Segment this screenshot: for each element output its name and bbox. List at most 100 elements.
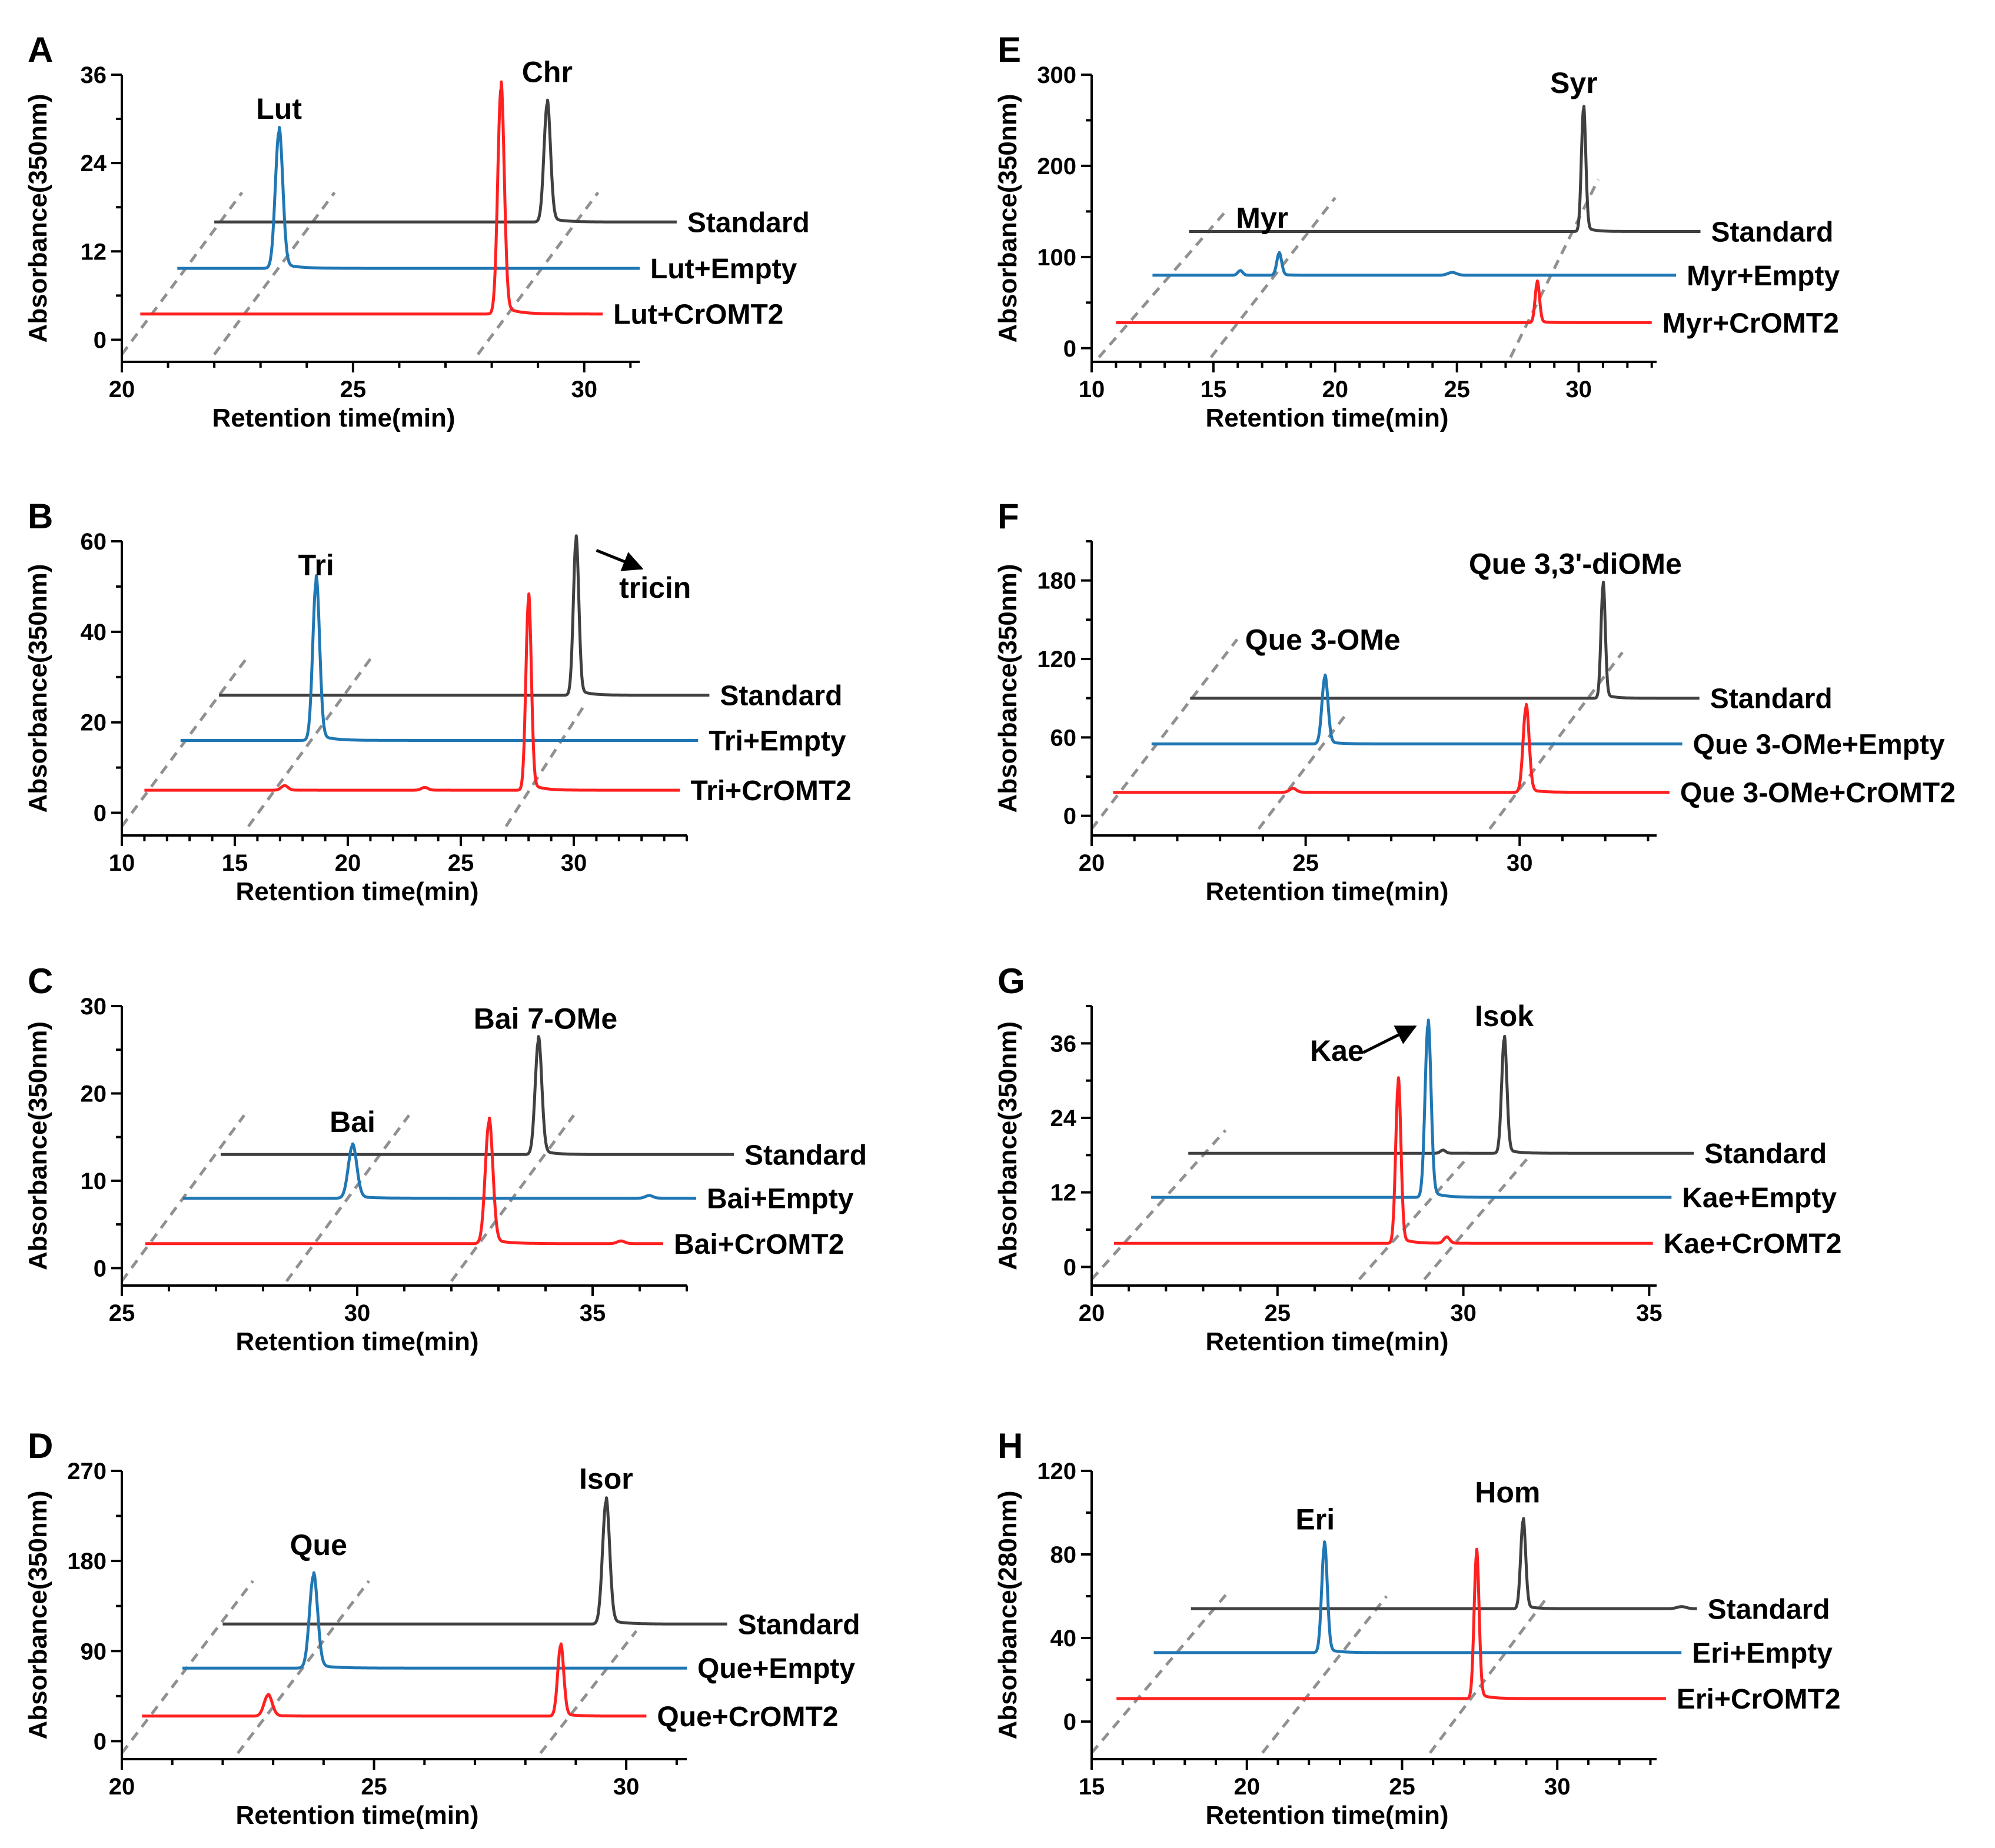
panel-g-y-axis-title: Absorbance(350nm) [993, 1021, 1022, 1270]
panel-b-x-tick-label: 10 [109, 850, 135, 876]
panel-d-peak-label: Isor [579, 1463, 633, 1496]
panel-g-trace-label-standard: Standard [1704, 1138, 1827, 1170]
panel-h-trace-empty [1152, 1540, 1683, 1654]
panel-a-peak-label: Lut [256, 92, 302, 125]
panel-a-y-tick-label: 0 [94, 327, 107, 353]
panel-f-y-tick-label: 0 [1063, 804, 1076, 830]
panel-d-x-axis-title: Retention time(min) [235, 1801, 478, 1830]
panel-e-y-tick-label: 200 [1037, 154, 1076, 179]
panel-d-trace-label-cromt2: Que+CrOMT2 [657, 1702, 838, 1733]
panel-b-guide-line-2 [247, 658, 372, 828]
panel-c-y-tick-label: 30 [81, 994, 107, 1020]
panel-g-y-tick-label: 0 [1063, 1254, 1076, 1280]
panel-h-x-tick-label: 15 [1079, 1774, 1105, 1800]
panel-a-trace-label-empty: Lut+Empty [650, 254, 797, 285]
panel-g-peak-label: Kae [1310, 1034, 1364, 1067]
panel-a: A Standard Lut+Empty Lut+CrOMT2 0 12 24 36 20 25 3… [24, 30, 810, 432]
panel-a-x-tick-label: 20 [109, 377, 135, 402]
panel-c-x-tick-label: 25 [109, 1300, 135, 1326]
panel-f-trace-cromt2 [1112, 702, 1671, 794]
panel-f-y-tick-label: 120 [1037, 647, 1076, 672]
panel-b-x-tick-label: 20 [335, 850, 361, 876]
panel-h-trace-cromt2 [1115, 1547, 1667, 1700]
panel-h-peak-label: Eri [1295, 1503, 1335, 1536]
panel-e: E Standard Myr+Empty Myr+CrOMT2 0 100 200 300 10… [993, 30, 1840, 432]
panel-g-y-tick-label: 12 [1050, 1180, 1077, 1206]
panel-f-y-axis-title: Absorbance(350nm) [993, 564, 1022, 813]
panel-a-x-axis-title: Retention time(min) [212, 404, 455, 432]
panel-h-guide-line-2 [1261, 1595, 1388, 1754]
panel-c-letter: C [28, 961, 53, 1001]
panel-d-trace-standard [221, 1496, 729, 1626]
panel-c-y-tick-label: 20 [81, 1081, 107, 1107]
panel-h-peak-label: Hom [1475, 1476, 1540, 1509]
panel-g-guide-line-2 [1358, 1157, 1468, 1281]
panel-h-trace-label-empty: Eri+Empty [1692, 1638, 1833, 1669]
panel-d-x-tick-label: 25 [361, 1774, 387, 1800]
panel-c-y-axis-title: Absorbance(350nm) [24, 1021, 52, 1270]
panel-a-trace-empty [176, 126, 641, 270]
panel-e-x-tick-label: 20 [1322, 377, 1349, 402]
panel-e-y-tick-label: 100 [1037, 245, 1076, 271]
panel-c-trace-label-empty: Bai+Empty [707, 1184, 854, 1215]
panel-c-trace-cromt2 [144, 1116, 664, 1246]
panel-c-trace-empty [182, 1142, 697, 1200]
panel-f: F Standard Que 3-OMe+Empty Que 3-OMe+CrOMT2… [993, 497, 1956, 906]
panel-f-trace-label-empty: Que 3-OMe+Empty [1693, 729, 1945, 760]
panel-h-y-tick-label: 0 [1063, 1709, 1076, 1735]
panel-b-guide-line-1 [120, 658, 248, 828]
panel-c-x-tick-label: 30 [344, 1300, 371, 1326]
panel-h-x-tick-label: 25 [1389, 1774, 1415, 1800]
panel-g-arrow-1 [1362, 1025, 1417, 1054]
panel-h-y-tick-label: 120 [1037, 1459, 1076, 1484]
panel-b-y-tick-label: 20 [81, 710, 107, 736]
panel-e-guide-line-3 [1509, 179, 1600, 358]
panel-a-y-tick-label: 12 [81, 239, 107, 265]
panel-d-peak-label: Que [290, 1529, 347, 1561]
panel-b-letter: B [28, 497, 53, 536]
panel-f-guide-line-1 [1090, 638, 1239, 830]
panel-g-x-axis-title: Retention time(min) [1205, 1327, 1448, 1356]
panel-f-peak-label: Que 3-OMe [1245, 623, 1401, 656]
panel-e-letter: E [998, 30, 1021, 69]
panel-d-trace-cromt2 [141, 1642, 648, 1718]
panel-g: G Standard Kae+Empty Kae+CrOMT2 0 12 24 36 20 25 3… [993, 961, 1841, 1356]
panel-e-guide-line-1 [1098, 210, 1227, 358]
panel-h-y-tick-label: 40 [1050, 1626, 1077, 1651]
panel-d-y-tick-label: 90 [81, 1639, 107, 1664]
panel-a-x-tick-label: 30 [571, 377, 597, 402]
panel-h-y-tick-label: 80 [1050, 1542, 1077, 1568]
panel-e-trace-label-cromt2: Myr+CrOMT2 [1662, 308, 1839, 339]
panel-a-trace-label-standard: Standard [687, 207, 810, 238]
panel-g-x-tick-label: 25 [1265, 1300, 1291, 1326]
panel-c-x-axis-title: Retention time(min) [235, 1327, 478, 1356]
panel-g-x-tick-label: 30 [1450, 1300, 1477, 1326]
panel-d-y-tick-label: 270 [67, 1459, 107, 1484]
panel-d-x-tick-label: 20 [109, 1774, 135, 1800]
panel-e-x-tick-label: 15 [1201, 377, 1227, 402]
panel-d-y-tick-label: 0 [94, 1729, 107, 1754]
panel-f-trace-standard [1189, 581, 1701, 700]
panel-a-trace-standard [213, 98, 678, 224]
panel-f-x-tick-label: 20 [1079, 850, 1105, 876]
panel-e-peak-label: Myr [1236, 201, 1288, 234]
panel-g-trace-label-empty: Kae+Empty [1682, 1183, 1837, 1214]
panel-e-x-tick-label: 25 [1444, 377, 1470, 402]
panel-f-x-axis-title: Retention time(min) [1205, 877, 1448, 906]
panel-f-trace-label-cromt2: Que 3-OMe+CrOMT2 [1680, 778, 1956, 809]
panel-b-trace-standard [218, 534, 711, 697]
panel-c-guide-line-2 [285, 1114, 411, 1283]
panel-c-y-tick-label: 0 [94, 1256, 107, 1281]
panel-a-guide-line-1 [120, 191, 244, 355]
panel-d-trace-label-empty: Que+Empty [697, 1653, 855, 1684]
panel-d-letter: D [28, 1426, 53, 1466]
panel-e-peak-label: Syr [1550, 66, 1598, 99]
panel-g-trace-label-cromt2: Kae+CrOMT2 [1664, 1228, 1842, 1260]
panel-b-trace-label-cromt2: Tri+CrOMT2 [690, 775, 851, 807]
panel-b-y-tick-label: 40 [81, 620, 107, 645]
panel-f-y-tick-label: 180 [1037, 568, 1076, 594]
panel-b-guide-line-3 [504, 703, 587, 827]
panel-b-y-tick-label: 0 [94, 801, 107, 827]
panel-g-trace-cromt2 [1113, 1076, 1654, 1245]
panel-c-trace-label-cromt2: Bai+CrOMT2 [674, 1229, 844, 1260]
